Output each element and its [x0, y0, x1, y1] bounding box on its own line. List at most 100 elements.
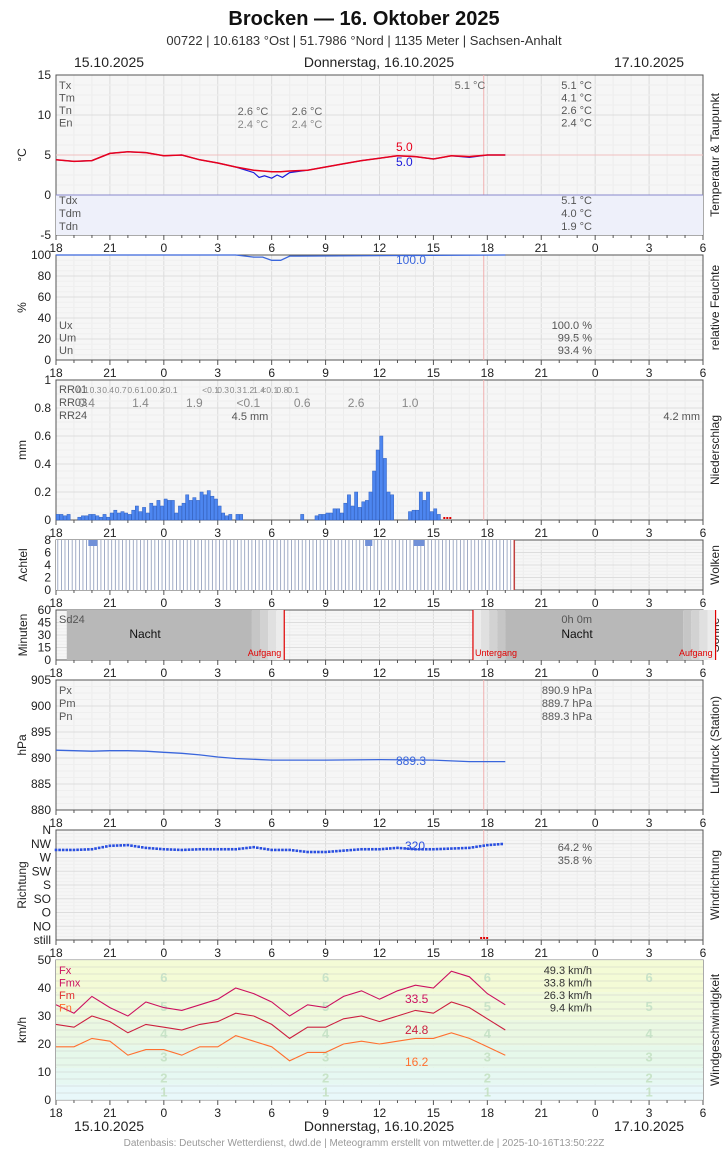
y-axis-label: km/h	[15, 1017, 29, 1043]
wind-direction-point	[360, 847, 363, 851]
x-tick-label: 0	[592, 816, 599, 830]
precip-bar	[365, 500, 369, 521]
panel-title: Niederschlag	[708, 415, 722, 485]
y-tick-label: NW	[31, 837, 52, 851]
rr01-value: 0.3	[217, 385, 229, 395]
wind-direction-point	[241, 847, 245, 850]
wind-direction-point	[396, 846, 399, 850]
beaufort-label: 2	[484, 1071, 491, 1086]
precip-bar	[91, 514, 96, 521]
y-tick-label: 0	[44, 653, 51, 667]
twilight	[259, 610, 269, 660]
stat-value: 64.2 %	[558, 842, 592, 854]
x-tick-label: 0	[592, 596, 599, 610]
end-value-dewpoint: 5.0	[396, 155, 413, 169]
x-tick-label: 18	[481, 666, 495, 680]
x-tick-label: 0	[592, 1106, 599, 1120]
precip-bar	[109, 512, 114, 521]
y-tick-label: -5	[40, 228, 51, 242]
x-tick-label: 15	[427, 946, 441, 960]
wind-direction-point	[83, 848, 87, 851]
y-tick-label: 30	[38, 1009, 52, 1023]
wind-direction-point	[281, 848, 284, 852]
precip-bar	[131, 509, 136, 521]
y-tick-label: 30	[38, 628, 52, 642]
x-tick-label: 3	[646, 526, 653, 540]
stat-value: 99.5 %	[558, 333, 592, 345]
x-tick-label: 6	[700, 366, 707, 380]
x-tick-label: 21	[103, 526, 117, 540]
wind-direction-point	[169, 848, 173, 851]
wind-direction-point	[295, 849, 299, 853]
x-tick-label: 6	[700, 241, 707, 255]
wind-direction-point	[234, 847, 238, 851]
wind-direction-point	[403, 847, 406, 850]
wind-direction-point	[266, 848, 270, 851]
wind-direction-point	[482, 844, 486, 847]
precip-bar	[117, 512, 121, 521]
wind-direction-point	[288, 848, 291, 852]
wind-direction-point	[378, 847, 381, 851]
beaufort-band	[56, 960, 703, 993]
precip-bar	[228, 514, 233, 521]
end-value-min: 16.2	[405, 1055, 429, 1069]
x-tick-label: 6	[268, 946, 275, 960]
stat-value: 4.0 °C	[561, 208, 592, 220]
rr01-value: 0.4	[102, 385, 114, 395]
stat-label: Tdn	[59, 221, 78, 233]
beaufort-label: 2	[160, 1071, 167, 1086]
series-wind-fn	[56, 1032, 506, 1062]
precip-bar	[66, 514, 71, 521]
rr03-value: <0.1	[236, 396, 260, 410]
wind-direction-point	[486, 843, 489, 847]
precip-bar	[361, 501, 366, 521]
panel-title: Windrichtung	[708, 850, 722, 920]
wind-direction-point	[248, 846, 252, 849]
y-tick-label: 100	[31, 248, 51, 262]
x-tick-label: 21	[103, 666, 117, 680]
wind-direction-point	[97, 846, 101, 850]
wind-direction-point	[432, 847, 435, 851]
end-value-direction: 320	[405, 839, 425, 853]
x-tick-label: 3	[646, 816, 653, 830]
wind-direction-point	[417, 847, 421, 851]
precip-bar	[138, 511, 143, 521]
twilight	[472, 610, 482, 660]
x-tick-label: 15	[427, 241, 441, 255]
precip-bar	[63, 515, 67, 521]
stat-label: Tdx	[59, 195, 78, 207]
precip-bar	[408, 511, 412, 521]
wind-direction-point	[468, 846, 471, 850]
end-value-humidity: 100.0	[396, 253, 426, 267]
beaufort-label: 4	[322, 1026, 330, 1041]
x-tick-label: 21	[535, 666, 549, 680]
end-value-pressure: 889.3	[396, 754, 426, 768]
precip-bar	[156, 500, 161, 521]
wind-direction-point	[317, 850, 320, 854]
rr01-value: <0.1	[261, 385, 278, 395]
x-tick-label: 0	[160, 816, 167, 830]
panel-title: Luftdruck (Station)	[708, 696, 722, 794]
wind-direction-point	[101, 845, 105, 849]
precip-bar	[357, 507, 362, 521]
rr01-value: 1.4	[253, 385, 265, 395]
wind-direction-point	[105, 845, 108, 848]
y-tick-label: 0.8	[34, 401, 51, 415]
rr01-value: <0.1	[161, 385, 178, 395]
precip-bar	[124, 512, 128, 521]
rr03-value: 0.6	[294, 396, 311, 410]
wind-direction-point	[140, 846, 144, 849]
stat-label: Fm	[59, 990, 75, 1002]
y-tick-label: 10	[38, 108, 52, 122]
panel-precipitation: 0 0.2 0.4 0.6 0.8 1 mm Niederschlag 18 21 0 3 6 9 12 15…	[15, 373, 722, 540]
wind-direction-point	[69, 848, 72, 852]
twilight	[683, 610, 692, 660]
missing-marker	[486, 937, 489, 939]
wind-direction-point	[252, 845, 255, 849]
rr03-value: 2.6	[348, 396, 365, 410]
stat-label: Px	[59, 685, 72, 697]
wind-direction-point	[277, 848, 281, 852]
stat-value: 2.6 °C	[561, 105, 592, 117]
stat-value: 26.3 km/h	[544, 990, 592, 1002]
